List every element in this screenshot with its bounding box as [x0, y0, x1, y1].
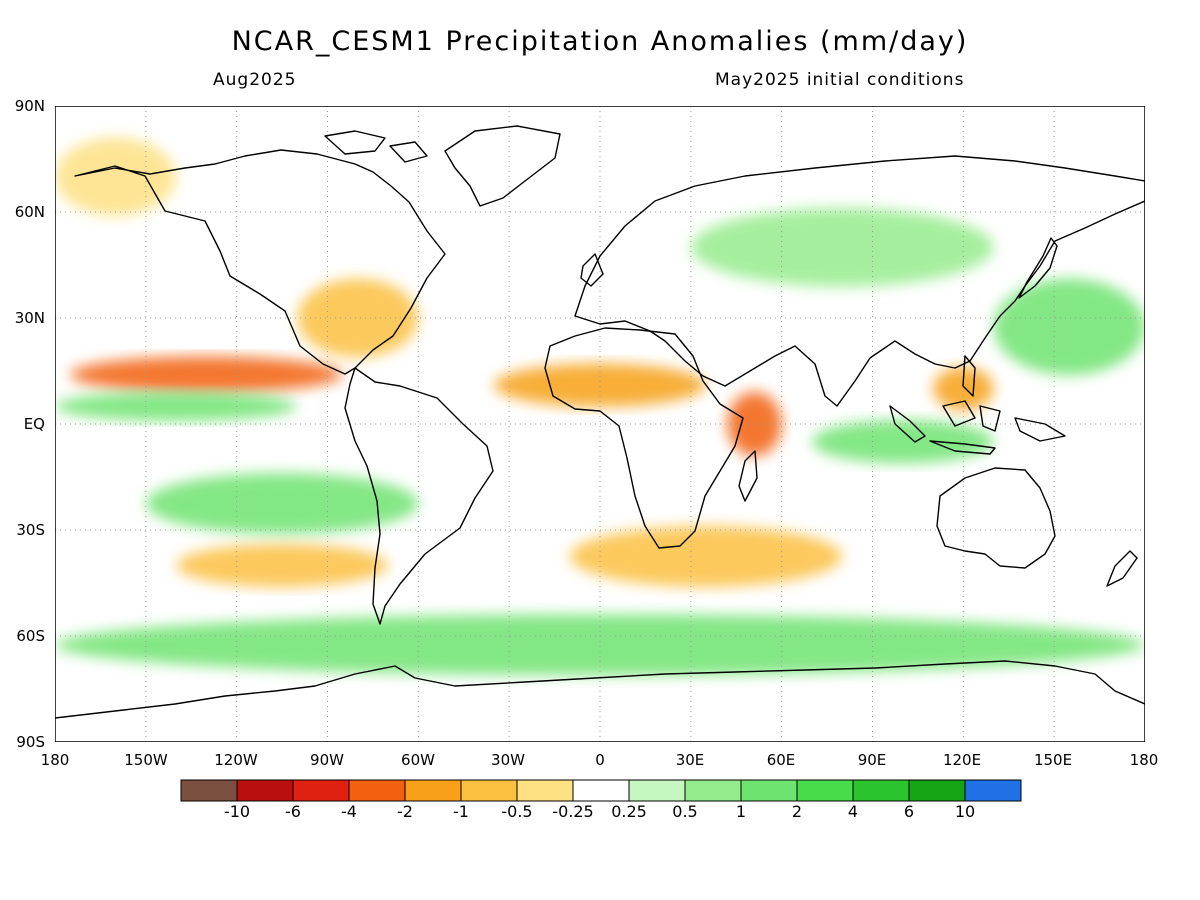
colorbar-label: -6 — [285, 802, 301, 821]
anomaly-region — [55, 391, 298, 421]
chart-title: NCAR_CESM1 Precipitation Anomalies (mm/d… — [231, 26, 969, 57]
coastline-new-zealand — [1106, 550, 1138, 587]
anomaly-region — [569, 526, 843, 587]
anomaly-region — [727, 391, 782, 457]
anomaly-region — [176, 543, 389, 587]
colorbar-label: 10 — [954, 802, 976, 821]
colorbar-swatch — [628, 779, 686, 802]
lat-label-30n: 30N — [14, 309, 45, 327]
colorbar-swatch — [516, 779, 574, 802]
lat-label-90s: 90S — [16, 733, 45, 751]
lon-label-60e: 60E — [766, 751, 796, 769]
lon-label-150w: 150W — [124, 751, 168, 769]
lon-label-0: 0 — [595, 751, 605, 769]
lon-label-30e: 30E — [675, 751, 705, 769]
coastline-north-america — [74, 149, 446, 375]
colorbar-label: -10 — [223, 802, 251, 821]
initial-conditions-label: May2025 initial conditions — [715, 70, 965, 90]
anomaly-region — [690, 208, 994, 287]
coastline-madagascar — [738, 450, 758, 502]
colorbar-label: 1 — [735, 802, 747, 821]
colorbar-swatch — [684, 779, 742, 802]
coastlines — [55, 125, 1145, 719]
lon-label-120w: 120W — [214, 751, 258, 769]
colorbar-swatch — [852, 779, 910, 802]
colorbar-label: -4 — [341, 802, 357, 821]
colorbar-swatch — [460, 779, 518, 802]
lat-label-60s: 60S — [16, 627, 45, 645]
coastline-australia — [936, 467, 1056, 569]
precipitation-anomaly-map — [55, 106, 1145, 742]
anomaly-region — [933, 367, 994, 411]
anomaly-region — [297, 278, 419, 358]
colorbar-label: -0.5 — [501, 802, 533, 821]
anomaly-region — [993, 278, 1145, 375]
anomaly-region — [55, 614, 1145, 676]
colorbar-label: -2 — [397, 802, 413, 821]
colorbar-label: 0.25 — [611, 802, 647, 821]
lon-label-180w: 180 — [40, 751, 70, 769]
coastline-japan — [1018, 237, 1058, 299]
colorbar-swatch — [740, 779, 798, 802]
coastline-south-america — [344, 367, 494, 625]
anomaly-region — [811, 420, 994, 464]
colorbar-swatch — [404, 779, 462, 802]
lon-label-60w: 60W — [401, 751, 435, 769]
coastline-arctic-islands — [324, 130, 428, 163]
lon-label-90e: 90E — [857, 751, 887, 769]
lon-label-30w: 30W — [491, 751, 525, 769]
colorbar-swatch — [348, 779, 406, 802]
colorbar-swatch — [964, 779, 1022, 802]
anomaly-region — [145, 473, 419, 534]
anomaly-region — [70, 356, 343, 393]
colorbar-swatch — [572, 779, 630, 802]
lat-label-60n: 60N — [14, 203, 45, 221]
colorbar-label: 2 — [791, 802, 803, 821]
coastline-philippines — [962, 355, 976, 397]
anomaly-region — [55, 137, 177, 216]
colorbar-swatch — [292, 779, 350, 802]
colorbar-label: 4 — [847, 802, 859, 821]
coastline-eurasia — [574, 155, 1145, 407]
colorbar-label: -0.25 — [552, 802, 594, 821]
colorbar-swatch — [236, 779, 294, 802]
lat-label-90n: 90N — [14, 97, 45, 115]
colorbar-label: -1 — [453, 802, 469, 821]
lon-label-150e: 150E — [1033, 751, 1073, 769]
lon-label-120e: 120E — [942, 751, 982, 769]
coastline-antarctica — [55, 660, 1145, 719]
lon-label-180e: 180 — [1129, 751, 1159, 769]
colorbar-label: 6 — [903, 802, 915, 821]
colorbar — [180, 779, 1022, 802]
lon-label-90w: 90W — [310, 751, 344, 769]
target-month-label: Aug2025 — [213, 70, 297, 90]
colorbar-swatch — [180, 779, 238, 802]
colorbar-swatch — [796, 779, 854, 802]
anomaly-region — [494, 363, 706, 407]
colorbar-swatch — [908, 779, 966, 802]
lat-label-30s: 30S — [16, 521, 45, 539]
lat-label-eq: EQ — [23, 415, 45, 433]
graticule — [55, 106, 1145, 742]
coastline-indonesia — [889, 400, 1066, 455]
coastline-greenland — [444, 125, 561, 207]
coastline-africa — [544, 327, 744, 549]
colorbar-label: 0.5 — [672, 802, 698, 821]
coastline-uk — [580, 253, 604, 287]
